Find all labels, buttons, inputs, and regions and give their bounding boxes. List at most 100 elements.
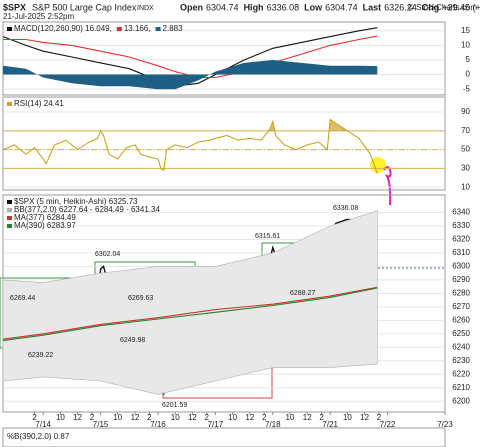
x-tick-label: 10 [343, 413, 352, 422]
quote-value: 6336.08 [267, 2, 300, 12]
panel-frame [2, 427, 446, 447]
x-tick-label: 2 [262, 413, 267, 422]
x-tick-label: 12 [303, 413, 312, 422]
y-tick-label: 6200 [452, 396, 470, 405]
x-tick-label: 12 [73, 413, 82, 422]
y-tick-label: 70 [461, 126, 470, 135]
price-annotation: 6302.04 [95, 251, 120, 258]
quote-value: 6304.74 [206, 2, 239, 12]
y-tick-label: 6260 [452, 315, 470, 324]
x-tick-label: 12 [188, 413, 197, 422]
y-tick-label: 6330 [452, 221, 470, 230]
y-tick-label: 6320 [452, 235, 470, 244]
quote-label: Low [304, 2, 323, 12]
legend-entry: 2.883 [163, 24, 184, 33]
datetime: 21-Jul-2025 2:52pm [3, 12, 74, 21]
legend-swatch [7, 208, 12, 212]
quote-label: Chg [422, 2, 440, 12]
x-tick-label: 10 [113, 413, 122, 422]
indicator-line [2, 118, 378, 174]
panel-frame [2, 21, 446, 96]
legend-entry: RSI(14) 24.41 [14, 99, 64, 108]
indicator-line [2, 286, 378, 340]
legend-entry: BB(377,2.0) 6227.64 - 6284.49 - 6341.34 [14, 205, 160, 214]
index-name: S&P 500 Large Cap Index [32, 2, 137, 12]
source: © StockCharts.com [408, 3, 477, 12]
x-tick-label: 2 [90, 413, 95, 422]
y-tick-label: 90 [461, 107, 470, 116]
y-tick-label: 10 [461, 182, 470, 191]
y-tick-label: 0 [466, 70, 471, 79]
price-annotation: 6239.22 [28, 352, 53, 359]
x-tick-label: 2 [147, 413, 152, 422]
price-annotation: 6201.59 [162, 402, 187, 409]
price-annotation: 6269.44 [10, 295, 35, 302]
panel-title: %B(390,2.0) 0.87 [7, 432, 70, 441]
legend-swatch [7, 200, 12, 204]
legend-entry: MA(390) 6283.97 [14, 221, 76, 230]
bb-band [2, 210, 378, 395]
y-tick-label: 6230 [452, 356, 470, 365]
y-tick-label: 6290 [452, 275, 470, 284]
y-tick-label: 6210 [452, 383, 470, 392]
quote-label: High [244, 2, 264, 12]
legend-swatch [116, 27, 122, 31]
price-annotation: 6336.08 [333, 205, 358, 212]
x-tick-label: 12 [360, 413, 369, 422]
indicator-line [2, 287, 378, 342]
panel-frame [2, 96, 446, 191]
legend-swatch [155, 27, 161, 31]
quote-value: 6304.74 [325, 2, 358, 12]
legend-entry: $SPX (5 min, Heikin-Ashi) 6325.73 [14, 197, 138, 206]
y-tick-label: 6250 [452, 329, 470, 338]
quote: Open 6304.74 High 6336.08 Low 6304.74 Last 6326… [180, 2, 480, 12]
x-tick-label: 7/18 [265, 420, 281, 429]
legend-swatch [7, 102, 12, 106]
y-tick-label: 50 [461, 145, 470, 154]
legend-entry: MA(377) 6284.49 [14, 213, 76, 222]
x-tick-label: 12 [245, 413, 254, 422]
legend-swatch [7, 27, 12, 31]
x-tick-label: 10 [228, 413, 237, 422]
x-tick-label: 2 [377, 413, 382, 422]
x-tick-label: 7/21 [322, 420, 338, 429]
x-tick-label: 7/16 [150, 420, 166, 429]
x-tick-label: 2 [32, 413, 37, 422]
y-tick-label: 15 [461, 26, 470, 35]
legend-entry: MACD(120,260,90) 16.049, [14, 24, 112, 33]
quote-value: +29.45 (+0.47%) [442, 2, 480, 12]
y-tick-label: 6240 [452, 342, 470, 351]
symbol: $SPX [3, 2, 26, 12]
price-annotation: 6249.98 [120, 337, 145, 344]
y-tick-label: 5 [466, 55, 471, 64]
histogram-area [3, 60, 378, 90]
x-tick-label: 10 [171, 413, 180, 422]
x-tick-label: 7/23 [437, 420, 453, 429]
overbought-fill [3, 119, 378, 131]
indicator-line [3, 35, 378, 79]
y-tick-label: 6280 [452, 289, 470, 298]
x-tick-label: 2 [205, 413, 210, 422]
price-annotation: 6315.61 [255, 233, 280, 240]
y-tick-label: 6270 [452, 302, 470, 311]
y-tick-label: 6310 [452, 248, 470, 257]
y-tick-label: -5 [463, 84, 471, 93]
x-tick-label: 12 [131, 413, 140, 422]
x-tick-label: 7/17 [208, 420, 224, 429]
x-tick-label: 7/22 [380, 420, 396, 429]
y-tick-label: 6220 [452, 369, 470, 378]
x-tick-label: 7/15 [93, 420, 109, 429]
x-tick-label: 10 [286, 413, 295, 422]
highlight-circle [370, 157, 386, 173]
exchange: INDX [137, 5, 154, 12]
legend-entry: 13.166, [124, 24, 151, 33]
x-tick-label: 10 [56, 413, 65, 422]
legend-swatch [7, 224, 12, 228]
y-tick-label: 6340 [452, 208, 470, 217]
price-annotation: 6288.27 [290, 290, 315, 297]
quote-label: Last [363, 2, 382, 12]
x-tick-label: 2 [319, 413, 324, 422]
y-tick-label: 10 [461, 40, 470, 49]
